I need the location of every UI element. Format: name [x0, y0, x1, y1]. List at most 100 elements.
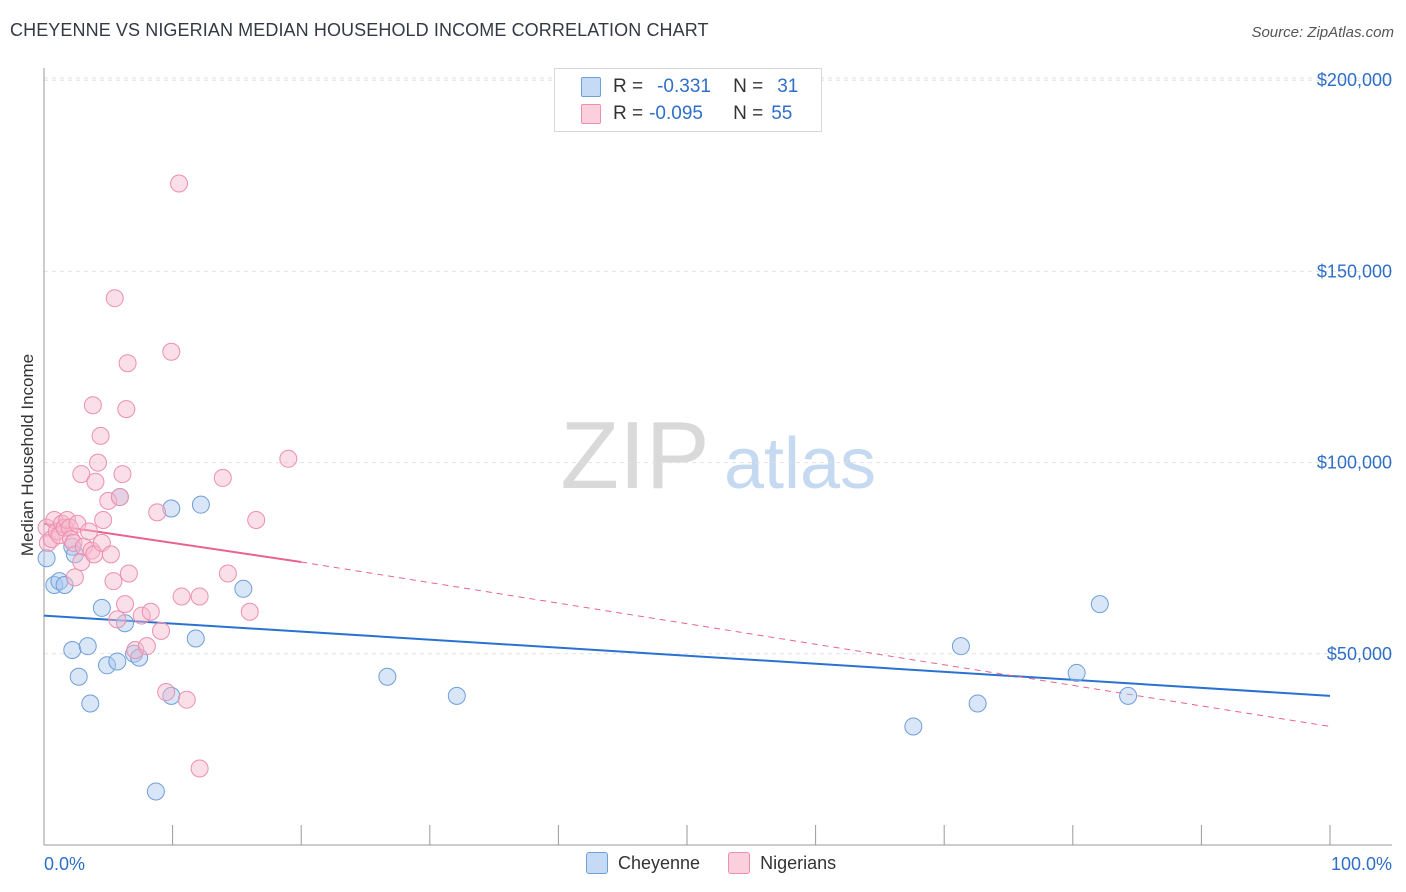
y-tick-label: $150,000 [1317, 261, 1392, 281]
legend-row-cheyenne: R = -0.331 N = 31 [581, 75, 798, 99]
cheyenne-point [968, 694, 987, 713]
y-tick-label: $100,000 [1317, 453, 1392, 473]
nigerian-point [247, 510, 266, 529]
nigerians-trend-extension [301, 561, 1331, 727]
chart-title: CHEYENNE VS NIGERIAN MEDIAN HOUSEHOLD IN… [10, 20, 709, 40]
cheyenne-point [63, 640, 82, 659]
cheyenne-point [146, 782, 165, 801]
cheyenne-point [904, 717, 923, 736]
nigerian-point [240, 602, 259, 621]
nigerians-trend-line [43, 522, 302, 564]
cheyenne-point [1067, 663, 1086, 682]
nigerian-point [132, 606, 151, 625]
nigerian-point [162, 342, 181, 361]
cheyenne-point [378, 667, 397, 686]
cheyenne-point [1090, 595, 1109, 614]
nigerian-point [94, 510, 113, 529]
nigerian-point [117, 400, 136, 419]
legend-n-value: 31 [777, 76, 799, 97]
legend-r-value: -0.095 [649, 103, 703, 124]
legend-item-nigerians: Nigerians [728, 852, 836, 874]
cheyenne-swatch [581, 77, 601, 97]
cheyenne-point [1119, 686, 1138, 705]
correlation-legend: R = -0.331 N = 31 R = -0.095 N = 55 [554, 68, 822, 132]
cheyenne-point [162, 499, 181, 518]
legend-item-cheyenne: Cheyenne [586, 852, 700, 874]
y-tick-label: $50,000 [1327, 644, 1392, 664]
nigerian-point [108, 610, 127, 629]
cheyenne-point [186, 629, 205, 648]
cheyenne-point [951, 637, 970, 656]
nigerian-points [37, 174, 298, 778]
nigerian-point [72, 465, 91, 484]
nigerian-point [89, 453, 108, 472]
cheyenne-point [191, 495, 210, 514]
nigerian-point [91, 426, 110, 445]
nigerian-point [64, 533, 83, 552]
cheyenne-point [37, 549, 56, 568]
cheyenne-point [98, 656, 117, 675]
watermark-atlas: atlas [724, 424, 876, 504]
grid [44, 77, 1392, 655]
cheyenne-point [447, 686, 466, 705]
nigerian-point [141, 602, 160, 621]
nigerian-point [104, 572, 123, 591]
nigerian-point [279, 449, 298, 468]
nigerian-point [83, 396, 102, 415]
nigerian-point [116, 595, 135, 614]
nigerians-swatch [728, 852, 751, 874]
x-tick-label-start: 0.0% [44, 854, 85, 874]
cheyenne-point [92, 598, 111, 617]
legend-label-cheyenne: Cheyenne [618, 852, 701, 873]
cheyenne-swatch [586, 852, 608, 874]
nigerian-point [148, 503, 167, 522]
nigerian-point [119, 564, 138, 583]
nigerian-point [101, 545, 120, 564]
legend-r-label: R = [613, 76, 644, 97]
nigerian-point [126, 640, 145, 659]
nigerian-point [172, 587, 191, 606]
source-credit: Source: ZipAtlas.com [1251, 24, 1394, 41]
legend-row-nigerians: R = -0.095 N = 55 [581, 102, 792, 126]
watermark-zip: ZIP [560, 402, 709, 509]
trend-lines [43, 522, 1331, 727]
nigerian-point [170, 174, 189, 193]
cheyenne-point [81, 694, 100, 713]
y-tick-label: $200,000 [1317, 70, 1392, 90]
legend-n-label: N = [733, 103, 764, 124]
nigerian-point [137, 637, 156, 656]
legend-r-value: -0.331 [657, 76, 711, 97]
cheyenne-point [65, 545, 84, 564]
legend-n-label: N = [733, 76, 764, 97]
nigerian-point [80, 522, 99, 541]
watermark: ZIP atlas [560, 402, 876, 509]
cheyenne-points [37, 488, 1138, 801]
cheyenne-point [69, 667, 88, 686]
nigerian-point [157, 683, 176, 702]
nigerian-point [118, 354, 137, 373]
nigerian-point [213, 468, 232, 487]
cheyenne-trend-line [43, 614, 1331, 697]
nigerian-point [152, 621, 171, 640]
nigerian-point [190, 759, 209, 778]
legend-n-value: 55 [771, 103, 793, 124]
cheyenne-point [108, 652, 127, 671]
nigerians-swatch [581, 104, 601, 124]
cheyenne-point [78, 637, 97, 656]
nigerian-point [190, 587, 209, 606]
nigerian-point [110, 488, 129, 507]
cheyenne-point [234, 579, 253, 598]
axes [43, 68, 1392, 846]
cheyenne-point [55, 575, 74, 594]
legend-r-label: R = [613, 103, 644, 124]
x-tick-label-end: 100.0% [1331, 854, 1392, 874]
nigerian-point [86, 472, 105, 491]
tick-labels: $50,000 $100,000 $150,000 $200,000 0.0% 100.0… [44, 70, 1392, 874]
nigerian-point [113, 465, 132, 484]
nigerian-point [105, 289, 124, 308]
nigerian-point [99, 491, 118, 510]
nigerian-point [65, 568, 84, 587]
legend-label-nigerians: Nigerians [760, 852, 837, 873]
series-legend: Cheyenne Nigerians [586, 852, 864, 874]
